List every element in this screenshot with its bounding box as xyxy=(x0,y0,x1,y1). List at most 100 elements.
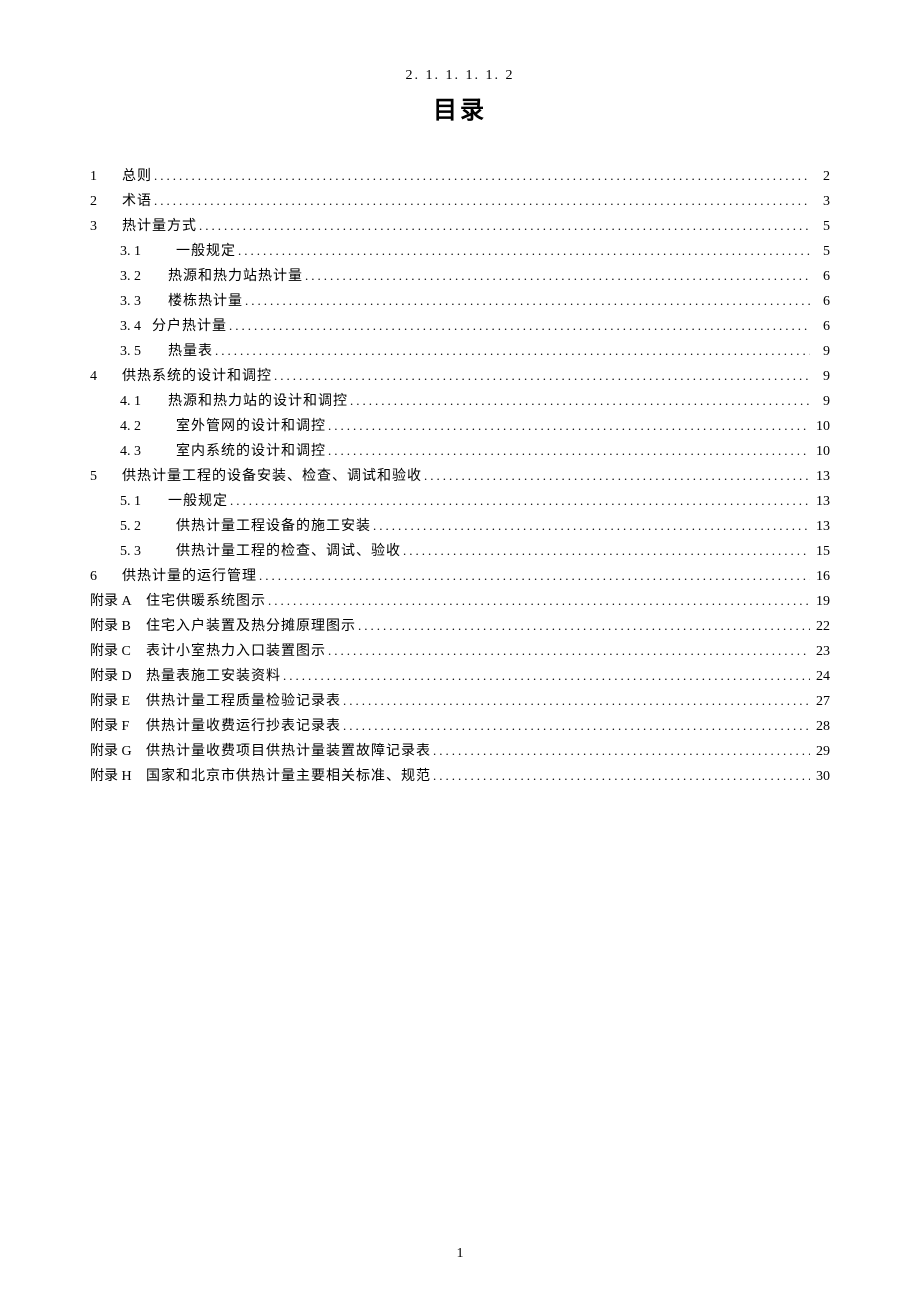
toc-entry-number: 3. 4 xyxy=(120,315,152,340)
toc-entry-page: 5 xyxy=(810,215,830,240)
toc-entry-page: 5 xyxy=(810,240,830,265)
table-of-contents: 1总则22术语33热计量方式53. 1一般规定53. 2热源和热力站热计量63.… xyxy=(90,165,830,790)
toc-entry-page: 3 xyxy=(810,190,830,215)
toc-dots xyxy=(371,515,810,538)
toc-entry: 附录 F供热计量收费运行抄表记录表 28 xyxy=(90,715,830,740)
toc-entry: 3. 5热量表 9 xyxy=(90,340,830,365)
page-number: 1 xyxy=(0,1246,920,1262)
toc-entry-number: 附录 B xyxy=(90,615,146,640)
toc-entry-number: 5 xyxy=(90,465,122,490)
toc-entry-number: 附录 F xyxy=(90,715,146,740)
toc-entry: 附录 C表计小室热力入口装置图示23 xyxy=(90,640,830,665)
toc-entry-number: 3. 1 xyxy=(120,240,176,265)
toc-entry-page: 27 xyxy=(810,690,830,715)
toc-dots xyxy=(272,365,810,388)
toc-entry-number: 5. 3 xyxy=(120,540,176,565)
toc-entry-label: 热源和热力站的设计和调控 xyxy=(168,390,348,415)
toc-dots xyxy=(152,190,810,213)
toc-entry-page: 2 xyxy=(810,165,830,190)
toc-entry-label: 总则 xyxy=(122,165,152,190)
toc-entry-label: 一般规定 xyxy=(176,240,236,265)
toc-entry-label: 供热计量的运行管理 xyxy=(122,565,257,590)
toc-entry-label: 住宅供暖系统图示 xyxy=(146,590,266,615)
toc-entry-label: 楼栋热计量 xyxy=(168,290,243,315)
toc-entry: 附录 H国家和北京市供热计量主要相关标准、规范30 xyxy=(90,765,830,790)
toc-entry-label: 热量表 xyxy=(168,340,213,365)
toc-entry: 5. 1一般规定13 xyxy=(90,490,830,515)
toc-entry-label: 供热计量工程的检查、调试、验收 xyxy=(176,540,401,565)
toc-entry: 附录 G供热计量收费项目供热计量装置故障记录表 29 xyxy=(90,740,830,765)
toc-entry-label: 室内系统的设计和调控 xyxy=(176,440,326,465)
toc-dots xyxy=(326,640,810,663)
toc-entry-page: 28 xyxy=(810,715,830,740)
toc-entry-label: 供热计量工程质量检验记录表 xyxy=(146,690,341,715)
toc-entry: 附录 D热量表施工安装资料24 xyxy=(90,665,830,690)
toc-entry: 5. 3供热计量工程的检查、调试、验收 15 xyxy=(90,540,830,565)
toc-entry-number: 1 xyxy=(90,165,122,190)
toc-entry-page: 6 xyxy=(810,265,830,290)
toc-dots xyxy=(422,465,810,488)
toc-dots xyxy=(341,690,810,713)
toc-entry-page: 29 xyxy=(810,740,830,765)
toc-dots xyxy=(431,740,810,763)
toc-entry-number: 4. 3 xyxy=(120,440,176,465)
toc-dots xyxy=(236,240,810,263)
toc-entry-number: 4. 2 xyxy=(120,415,176,440)
toc-entry-number: 附录 E xyxy=(90,690,146,715)
toc-entry-label: 热计量方式 xyxy=(122,215,197,240)
toc-entry-page: 23 xyxy=(810,640,830,665)
toc-entry: 附录 B住宅入户装置及热分摊原理图示 22 xyxy=(90,615,830,640)
toc-entry-page: 9 xyxy=(810,365,830,390)
toc-entry-label: 室外管网的设计和调控 xyxy=(176,415,326,440)
toc-entry: 5. 2供热计量工程设备的施工安装13 xyxy=(90,515,830,540)
toc-entry: 附录 A住宅供暖系统图示19 xyxy=(90,590,830,615)
toc-entry-label: 分户热计量 xyxy=(152,315,227,340)
toc-entry: 4. 1热源和热力站的设计和调控9 xyxy=(90,390,830,415)
toc-entry: 3热计量方式 5 xyxy=(90,215,830,240)
toc-entry: 3. 4分户热计量6 xyxy=(90,315,830,340)
toc-entry-label: 住宅入户装置及热分摊原理图示 xyxy=(146,615,356,640)
toc-dots xyxy=(326,440,810,463)
toc-entry: 3. 3楼栋热计量6 xyxy=(90,290,830,315)
toc-dots xyxy=(243,290,810,313)
toc-entry-number: 6 xyxy=(90,565,122,590)
toc-entry: 1总则 2 xyxy=(90,165,830,190)
toc-entry-page: 10 xyxy=(810,440,830,465)
toc-entry-number: 4. 1 xyxy=(120,390,168,415)
toc-entry: 2术语3 xyxy=(90,190,830,215)
page-title: 目录 xyxy=(90,90,830,125)
header-section-number: 2. 1. 1. 1. 1. 2 xyxy=(90,68,830,84)
toc-entry-page: 13 xyxy=(810,465,830,490)
toc-dots xyxy=(197,215,810,238)
toc-dots xyxy=(326,415,810,438)
toc-dots xyxy=(266,590,810,613)
toc-entry-label: 供热系统的设计和调控 xyxy=(122,365,272,390)
toc-entry-page: 6 xyxy=(810,290,830,315)
toc-entry: 3. 2热源和热力站热计量6 xyxy=(90,265,830,290)
toc-entry-number: 3 xyxy=(90,215,122,240)
toc-entry-number: 附录 G xyxy=(90,740,146,765)
toc-entry-label: 供热计量收费运行抄表记录表 xyxy=(146,715,341,740)
toc-entry-label: 表计小室热力入口装置图示 xyxy=(146,640,326,665)
toc-entry-number: 3. 5 xyxy=(120,340,168,365)
toc-entry-label: 热源和热力站热计量 xyxy=(168,265,303,290)
toc-entry-number: 附录 A xyxy=(90,590,146,615)
toc-entry-label: 供热计量工程的设备安装、检查、调试和验收 xyxy=(122,465,422,490)
toc-dots xyxy=(401,540,810,563)
toc-entry: 3. 1一般规定 5 xyxy=(90,240,830,265)
toc-entry-number: 附录 D xyxy=(90,665,146,690)
toc-dots xyxy=(227,315,810,338)
toc-entry-page: 16 xyxy=(810,565,830,590)
toc-entry-label: 热量表施工安装资料 xyxy=(146,665,281,690)
toc-entry-page: 22 xyxy=(810,615,830,640)
toc-entry-label: 国家和北京市供热计量主要相关标准、规范 xyxy=(146,765,431,790)
toc-entry-page: 30 xyxy=(810,765,830,790)
toc-entry-label: 供热计量收费项目供热计量装置故障记录表 xyxy=(146,740,431,765)
toc-entry-page: 15 xyxy=(810,540,830,565)
toc-entry-page: 9 xyxy=(810,340,830,365)
toc-entry-number: 4 xyxy=(90,365,122,390)
toc-dots xyxy=(257,565,810,588)
toc-entry-number: 5. 1 xyxy=(120,490,168,515)
toc-entry: 6供热计量的运行管理 16 xyxy=(90,565,830,590)
toc-entry-number: 5. 2 xyxy=(120,515,176,540)
